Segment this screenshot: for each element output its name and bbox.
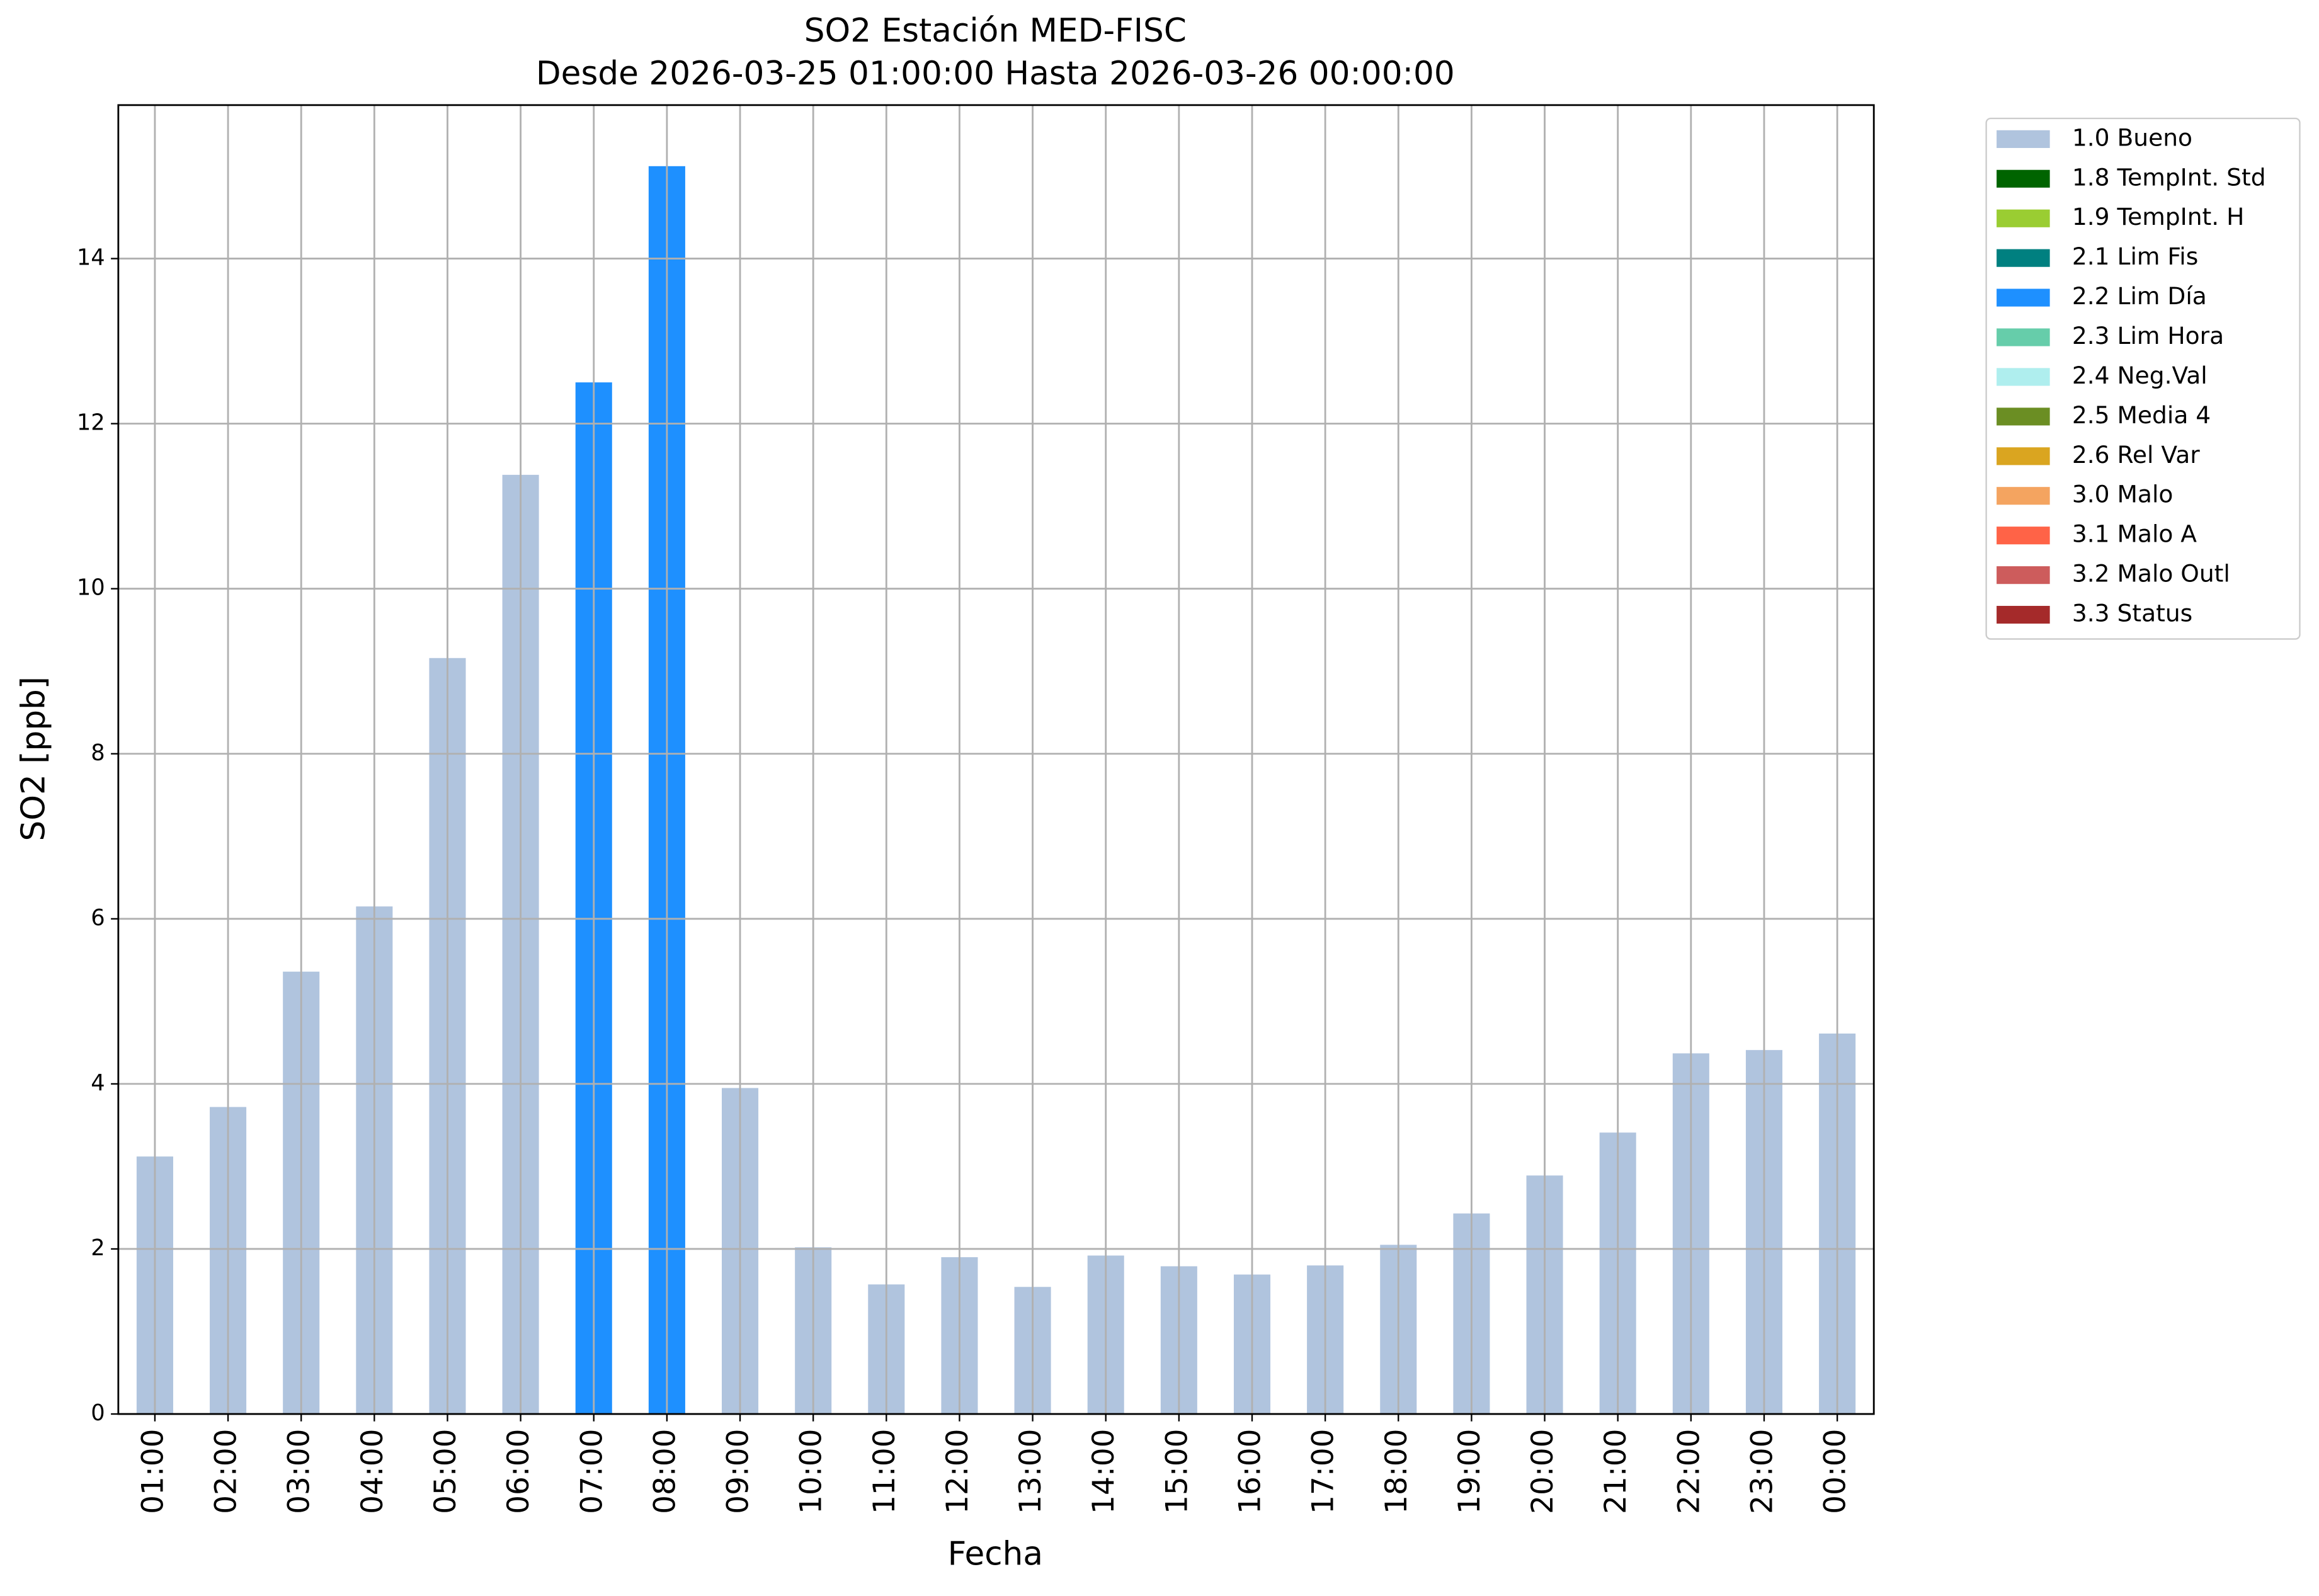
legend-box <box>1985 117 2301 640</box>
y-tick-label: 12 <box>77 410 105 436</box>
x-tick-label: 09:00 <box>721 1429 756 1514</box>
y-tick-label: 8 <box>91 740 105 766</box>
legend-label: 3.3 Status <box>2072 600 2192 627</box>
x-tick-label: 20:00 <box>1525 1429 1560 1514</box>
legend-swatch <box>1997 249 2050 267</box>
legend-swatch <box>1997 328 2050 346</box>
y-tick-label: 6 <box>91 905 105 931</box>
x-tick-label: 01:00 <box>135 1429 170 1514</box>
x-tick-label: 22:00 <box>1672 1429 1706 1514</box>
legend-label: 2.3 Lim Hora <box>2072 322 2224 350</box>
legend-label: 1.8 TempInt. Std <box>2072 163 2266 191</box>
legend-swatch <box>1997 130 2050 148</box>
legend-swatch <box>1997 566 2050 584</box>
x-tick-label: 06:00 <box>501 1429 536 1514</box>
legend-swatch <box>1997 447 2050 465</box>
legend-swatch <box>1997 605 2050 624</box>
y-tick-label: 0 <box>91 1400 105 1426</box>
y-tick-label: 14 <box>77 245 105 271</box>
legend-label: 2.4 Neg.Val <box>2072 362 2208 389</box>
legend-label: 2.5 Media 4 <box>2072 401 2211 429</box>
y-tick-label: 2 <box>91 1235 105 1261</box>
x-tick-label: 12:00 <box>940 1429 975 1514</box>
x-tick-label: 18:00 <box>1379 1429 1414 1514</box>
x-tick-label: 21:00 <box>1598 1429 1633 1514</box>
x-tick-label: 04:00 <box>355 1429 390 1514</box>
legend-swatch <box>1997 527 2050 545</box>
x-tick-label: 16:00 <box>1233 1429 1268 1514</box>
legend-swatch <box>1997 169 2050 188</box>
legend-label: 3.0 Malo <box>2072 481 2174 508</box>
x-tick-label: 19:00 <box>1452 1429 1487 1514</box>
x-tick-label: 10:00 <box>794 1429 829 1514</box>
legend-label: 2.1 Lim Fis <box>2072 242 2198 270</box>
x-tick-label: 15:00 <box>1160 1429 1194 1514</box>
chart-subtitle: Desde 2026-03-25 01:00:00 Hasta 2026-03-… <box>536 55 1455 93</box>
x-tick-label: 17:00 <box>1306 1429 1341 1514</box>
x-tick-label: 11:00 <box>867 1429 902 1514</box>
legend-swatch <box>1997 288 2050 307</box>
x-tick-label: 03:00 <box>282 1429 317 1514</box>
x-tick-label: 14:00 <box>1086 1429 1121 1514</box>
x-tick-label: 02:00 <box>209 1429 244 1514</box>
legend-label: 1.9 TempInt. H <box>2072 203 2245 231</box>
legend-label: 1.0 Bueno <box>2072 123 2192 151</box>
legend-label: 3.1 Malo A <box>2072 520 2197 548</box>
chart-title: SO2 Estación MED-FISC <box>804 12 1187 50</box>
legend-label: 2.2 Lim Día <box>2072 282 2207 310</box>
x-tick-label: 23:00 <box>1745 1429 1779 1514</box>
x-tick-label: 05:00 <box>428 1429 463 1514</box>
y-tick-label: 4 <box>91 1070 105 1096</box>
y-axis-label: SO2 [ppb] <box>14 676 52 841</box>
x-tick-label: 00:00 <box>1818 1429 1853 1514</box>
legend-swatch <box>1997 209 2050 227</box>
x-tick-label: 08:00 <box>647 1429 682 1514</box>
plot-frame <box>117 104 1875 1415</box>
legend-swatch <box>1997 408 2050 426</box>
legend-swatch <box>1997 487 2050 505</box>
legend-label: 3.2 Malo Outl <box>2072 560 2230 588</box>
legend-swatch <box>1997 368 2050 386</box>
x-tick-label: 13:00 <box>1013 1429 1048 1514</box>
legend-label: 2.6 Rel Var <box>2072 441 2200 469</box>
x-axis-label: Fecha <box>948 1535 1043 1573</box>
y-tick-label: 10 <box>77 575 105 601</box>
x-tick-label: 07:00 <box>574 1429 609 1514</box>
